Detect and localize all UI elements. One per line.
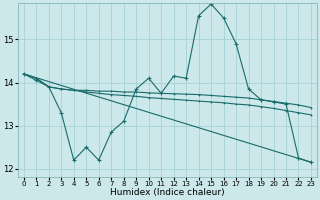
X-axis label: Humidex (Indice chaleur): Humidex (Indice chaleur) [110, 188, 225, 197]
